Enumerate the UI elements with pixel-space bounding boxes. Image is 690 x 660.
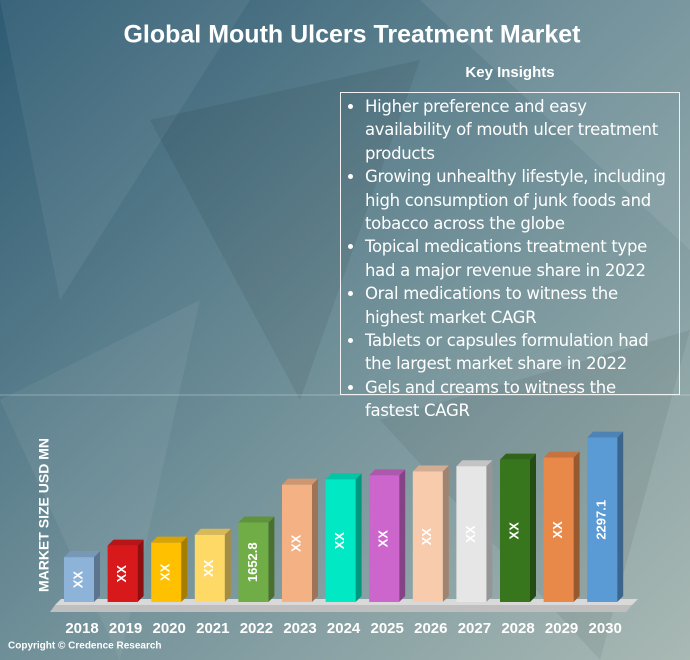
bar-front: [325, 479, 356, 602]
title: Global Mouth Ulcers Treatment Market: [123, 21, 581, 49]
bar-top: [151, 536, 188, 543]
x-tick-label: 2018: [65, 620, 98, 637]
bar-top: [194, 528, 231, 535]
bar-front: [238, 522, 269, 602]
bar: [543, 451, 580, 602]
bar-front: [282, 484, 312, 602]
footer: Copyright © Credence Research: [8, 641, 162, 652]
insights-box: Higher preference and easy availability …: [340, 92, 680, 420]
insight: Oral medications to witness the highest …: [365, 282, 673, 329]
value-label: XX: [376, 530, 391, 548]
bar-front: [412, 471, 443, 602]
insight: Higher preference and easy availability …: [365, 95, 673, 165]
bar-top: [412, 465, 449, 472]
value-label: XX: [550, 521, 565, 539]
x-tick-label: 2026: [414, 620, 447, 637]
value-label: XX: [70, 571, 85, 589]
bar-front: [587, 437, 618, 602]
bar-side: [94, 551, 100, 602]
bar: [151, 536, 188, 602]
bar-front: [194, 534, 225, 602]
value-label: XX: [332, 532, 347, 550]
bar-top: [500, 453, 536, 460]
bar: [194, 528, 231, 602]
insight: Growing unhealthy lifestyle, including h…: [365, 165, 673, 235]
x-tick-label: 2024: [327, 620, 361, 637]
bar: [456, 460, 493, 602]
bar-side: [312, 478, 318, 602]
bar: [369, 469, 406, 602]
insight: Gels and creams to witness the fastest C…: [365, 376, 673, 423]
insights-list: Higher preference and easy availability …: [347, 95, 673, 423]
bar-side: [617, 431, 624, 602]
bar-front: [64, 557, 94, 602]
bar: [500, 453, 536, 602]
bar: [412, 465, 449, 602]
insights-heading: Key Insights: [465, 64, 555, 81]
bar-front: [456, 466, 487, 602]
bar-side: [399, 469, 406, 602]
floor: [50, 605, 632, 612]
value-label: XX: [463, 525, 478, 543]
bar: [238, 516, 275, 602]
bar: [325, 473, 362, 602]
bar-top: [64, 551, 100, 558]
x-tick-label: 2028: [501, 620, 534, 637]
x-tick-label: 2029: [545, 620, 578, 637]
bar-top: [107, 539, 144, 546]
bar-top: [282, 478, 318, 485]
bar-top: [456, 460, 493, 467]
bar-top: [587, 431, 624, 438]
bar: [64, 551, 100, 602]
bar-top: [325, 473, 362, 480]
decor: [0, 0, 250, 300]
bar-front: [107, 545, 138, 602]
x-tick-label: 2019: [109, 620, 142, 637]
bar-front: [543, 457, 574, 602]
decor: [150, 60, 420, 400]
x-tick-label: 2030: [589, 620, 622, 637]
bar: [587, 431, 624, 602]
bar-side: [268, 516, 275, 602]
decor: [420, 0, 690, 250]
x-tick-label: 2027: [458, 620, 491, 637]
bar-front: [151, 542, 182, 602]
bar-side: [442, 465, 449, 602]
bar-top: [543, 451, 580, 458]
bar: [282, 478, 318, 602]
value-label: XX: [201, 559, 216, 577]
x-tick-label: 2025: [371, 620, 404, 637]
bar-side: [530, 453, 536, 602]
bar-top: [238, 516, 275, 523]
bar-top: [369, 469, 406, 476]
value-label: 2297.1: [594, 500, 609, 540]
bar-front: [369, 475, 400, 602]
x-tick-label: 2020: [153, 620, 186, 637]
value-label: XX: [158, 563, 173, 581]
y-axis-label: MARKET SIZE USD MN: [36, 438, 52, 592]
x-tick-label: 2021: [196, 620, 229, 637]
insight: Topical medications treatment type had a…: [365, 235, 673, 282]
bar-side: [137, 539, 144, 602]
value-label: XX: [506, 522, 521, 540]
value-label: XX: [419, 528, 434, 546]
bar-side: [224, 528, 231, 602]
x-tick-label: 2022: [240, 620, 273, 637]
x-tick-label: 2023: [283, 620, 316, 637]
bar-side: [573, 451, 580, 602]
value-label: XX: [114, 565, 129, 583]
bar-side: [181, 536, 188, 602]
value-label: XX: [288, 534, 303, 552]
bar: [107, 539, 144, 602]
value-label: 1652.8: [245, 542, 260, 582]
bar-side: [486, 460, 493, 602]
insight: Tablets or capsules formulation had the …: [365, 329, 673, 376]
decor: [0, 300, 200, 660]
bar-front: [500, 459, 530, 602]
bar-side: [355, 473, 362, 602]
